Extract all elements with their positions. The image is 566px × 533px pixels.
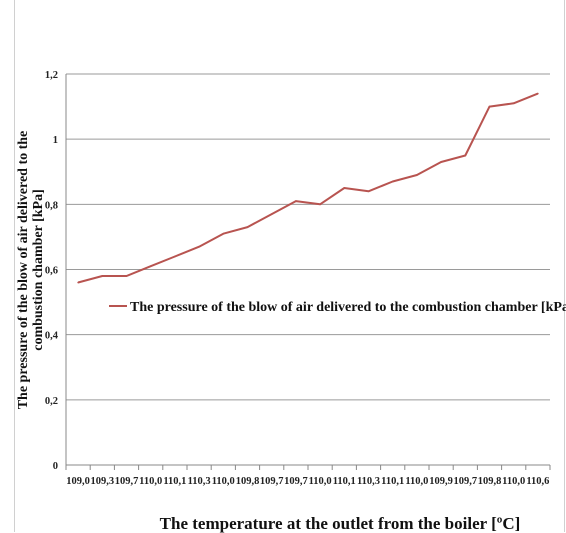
x-tick-label: 110,0	[139, 476, 162, 487]
legend-entry: The pressure of the blow of air delivere…	[130, 300, 566, 315]
series-layer	[77, 92, 539, 284]
data-point	[537, 92, 539, 95]
x-tick-label: 109,9	[429, 476, 453, 487]
data-point	[367, 190, 370, 193]
data-point	[174, 255, 176, 258]
x-tick-label: 109,0	[66, 476, 90, 487]
x-tick-label: 110,0	[502, 476, 525, 487]
x-tick-label: 109,8	[236, 476, 260, 487]
y-tick-label: 1	[53, 135, 58, 146]
x-tick-label: 109,3	[90, 476, 114, 487]
data-point	[512, 102, 515, 105]
x-tick-label: 110,0	[212, 476, 235, 487]
y-tick-labels: 0 0,2 0,4 0,6 0,8 1 1,2	[45, 70, 59, 472]
y-tick-label: 1,2	[45, 70, 58, 81]
x-tick-label: 110,3	[357, 476, 380, 487]
x-tick-label: 109,7	[284, 476, 308, 487]
data-point	[198, 245, 200, 248]
y-axis-label-line-1: The pressure of the blow of air delivere…	[16, 131, 31, 410]
x-tick-label: 110,6	[526, 476, 549, 487]
y-axis-label-line-2: combustion chamber [kPa]	[31, 189, 46, 351]
y-tick-label: 0	[53, 461, 58, 472]
x-tick-label: 110,1	[381, 476, 404, 487]
data-point	[295, 200, 297, 202]
x-tick-label: 110,0	[405, 476, 428, 487]
x-tick-label: 109,7	[115, 476, 139, 487]
data-point	[125, 275, 128, 277]
chart-frame	[14, 0, 565, 532]
data-point	[222, 232, 225, 235]
data-point	[391, 180, 394, 183]
data-point	[246, 226, 249, 228]
data-point	[488, 105, 491, 108]
y-axis-label: The pressure of the blow of air delivere…	[16, 131, 46, 410]
y-tick-label: 0,4	[45, 331, 59, 342]
y-tick-label: 0,2	[45, 396, 58, 407]
x-tick-label: 110,1	[163, 476, 186, 487]
data-point	[416, 174, 418, 176]
series-line	[77, 92, 539, 284]
data-point	[149, 265, 152, 268]
x-tick-label: 109,7	[260, 476, 284, 487]
x-tick-label: 110,1	[333, 476, 356, 487]
x-tick-label: 109,7	[453, 476, 477, 487]
data-point	[319, 203, 321, 206]
data-point	[343, 187, 346, 189]
x-tick-labels: 109,0 109,3 109,7 110,0 110,1 110,3 110,0 109,8…	[65, 465, 551, 487]
x-tick-label: 110,0	[309, 476, 332, 487]
data-point	[77, 281, 79, 284]
data-point	[101, 275, 104, 277]
legend: The pressure of the blow of air delivere…	[109, 300, 566, 315]
x-tick-label: 110,3	[188, 476, 211, 487]
x-tick-label: 109,8	[478, 476, 502, 487]
y-tick-label: 0,6	[45, 266, 58, 277]
data-point	[464, 154, 467, 157]
x-axis-label: The temperature at the outlet from the b…	[160, 514, 521, 533]
y-tick-label: 0,8	[45, 200, 58, 211]
data-point	[270, 213, 273, 215]
data-point	[440, 161, 442, 163]
